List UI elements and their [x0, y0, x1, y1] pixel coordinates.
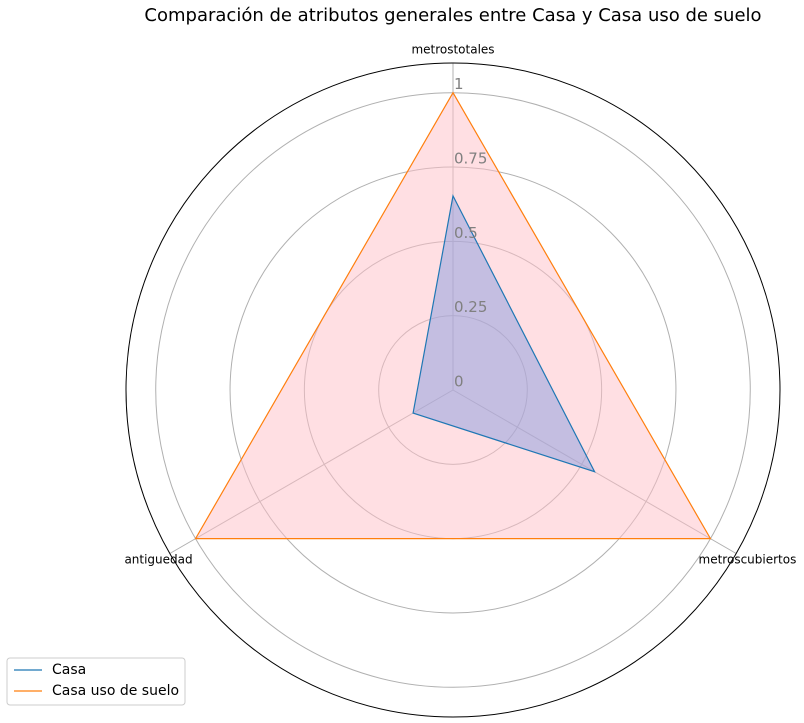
r-tick-label: 0.75 — [454, 150, 487, 168]
r-tick-label: 0 — [454, 373, 464, 391]
series-area — [413, 195, 595, 472]
legend-label: Casa uso de suelo — [52, 683, 179, 699]
chart-title: Comparación de atributos generales entre… — [144, 5, 761, 26]
r-tick-label: 0.5 — [454, 224, 478, 242]
category-label: metrostotales — [411, 43, 494, 57]
series-line — [412, 194, 596, 473]
legend-label: Casa — [52, 662, 86, 678]
category-label: antiguedad — [124, 553, 192, 567]
legend-box — [6, 657, 186, 706]
r-tick-label: 0.25 — [454, 298, 487, 316]
series-line — [194, 91, 712, 540]
outer-frame — [125, 62, 781, 718]
category-label: metroscubiertos — [699, 553, 797, 567]
legend: Casa Casa uso de suelo — [6, 657, 186, 706]
r-tick-label: 1 — [454, 75, 464, 93]
